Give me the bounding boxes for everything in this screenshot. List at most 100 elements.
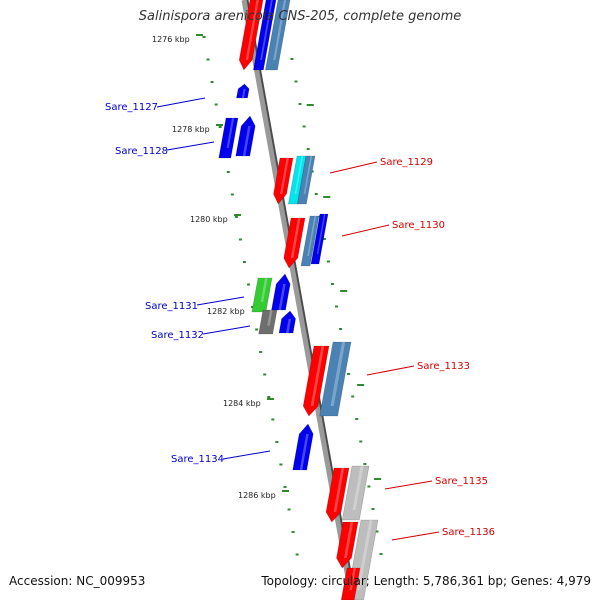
minor-tick-left bbox=[287, 508, 291, 511]
minor-tick-right bbox=[314, 193, 318, 195]
gene-arrow bbox=[340, 567, 361, 600]
gene-label[interactable]: Sare_1136 bbox=[442, 527, 495, 538]
gene-arrow bbox=[218, 117, 239, 159]
minor-tick-left bbox=[267, 396, 271, 398]
gene-arrow bbox=[238, 0, 264, 71]
position-label: 1284 kbp bbox=[223, 399, 261, 408]
minor-tick-right bbox=[351, 395, 355, 398]
minor-tick-left bbox=[255, 328, 259, 331]
minor-tick-right bbox=[367, 485, 371, 488]
minor-tick-left bbox=[271, 418, 275, 421]
minor-tick-right bbox=[302, 125, 306, 128]
major-tick-right bbox=[340, 290, 348, 292]
position-label: 1278 kbp bbox=[172, 125, 210, 134]
gene-leader-line bbox=[202, 325, 251, 335]
gene-arrow bbox=[251, 277, 273, 313]
gene-arrow bbox=[265, 0, 291, 71]
gene-label[interactable]: Sare_1132 bbox=[151, 330, 204, 341]
gene-arrow bbox=[336, 521, 359, 569]
gene-arrow bbox=[236, 83, 250, 99]
minor-tick-left bbox=[226, 171, 230, 173]
gene-label[interactable]: Sare_1130 bbox=[392, 220, 445, 231]
minor-tick-right bbox=[334, 305, 338, 308]
minor-tick-left bbox=[295, 553, 299, 556]
minor-tick-right bbox=[322, 238, 326, 240]
gene-leader-line bbox=[222, 450, 271, 460]
gene-label[interactable]: Sare_1131 bbox=[145, 301, 198, 312]
gene-arrow bbox=[235, 115, 256, 157]
major-tick-left bbox=[267, 398, 274, 400]
minor-tick-left bbox=[210, 81, 214, 83]
gene-leader-line bbox=[166, 141, 215, 151]
gene-arrow bbox=[319, 341, 352, 417]
gene-leader-line bbox=[329, 161, 378, 174]
major-tick-left bbox=[234, 214, 241, 216]
minor-tick-left bbox=[242, 261, 246, 263]
major-tick-left bbox=[216, 124, 223, 126]
genome-summary-text: Topology: circular; Length: 5,786,361 bp… bbox=[261, 574, 591, 588]
major-tick-right bbox=[306, 104, 314, 106]
major-tick-left bbox=[196, 34, 203, 36]
minor-tick-left bbox=[214, 103, 218, 106]
minor-tick-left bbox=[275, 441, 279, 443]
label-layer: Sare_1127 Sare_1128 Sare_1129 Sare_1130 Sare… bbox=[105, 97, 495, 541]
minor-tick-left bbox=[206, 58, 210, 61]
position-label: 1286 kbp bbox=[238, 491, 276, 500]
map-title: Salinispora arenicola CNS-205, complete … bbox=[138, 9, 462, 24]
major-tick-right bbox=[374, 478, 382, 480]
gene-arrow bbox=[302, 345, 330, 417]
gene-layer bbox=[218, 0, 379, 600]
minor-tick-right bbox=[371, 508, 375, 510]
minor-tick-left bbox=[218, 126, 222, 128]
gene-arrow bbox=[283, 217, 306, 269]
gene-leader-line bbox=[156, 97, 206, 108]
minor-tick-right bbox=[375, 530, 379, 533]
gene-leader-line bbox=[391, 531, 440, 541]
position-label: 1282 kbp bbox=[207, 307, 245, 316]
gene-label[interactable]: Sare_1127 bbox=[105, 102, 158, 113]
minor-tick-left bbox=[263, 373, 267, 376]
gene-label[interactable]: Sare_1128 bbox=[115, 146, 168, 157]
gene-arrow bbox=[271, 273, 291, 311]
minor-tick-left bbox=[202, 36, 206, 38]
minor-tick-right bbox=[347, 373, 351, 375]
gene-label[interactable]: Sare_1134 bbox=[171, 454, 224, 465]
minor-tick-right bbox=[294, 80, 298, 83]
minor-tick-left bbox=[247, 283, 251, 286]
gene-label[interactable]: Sare_1135 bbox=[435, 476, 488, 487]
minor-tick-left bbox=[238, 238, 242, 241]
major-tick-left bbox=[282, 490, 289, 492]
gene-arrow bbox=[341, 465, 370, 521]
minor-tick-left bbox=[283, 486, 287, 488]
gene-arrow bbox=[325, 467, 350, 523]
minor-tick-right bbox=[355, 418, 359, 420]
gene-arrow bbox=[273, 157, 294, 205]
gene-leader-line bbox=[196, 296, 245, 306]
minor-tick-right bbox=[363, 463, 367, 465]
minor-tick-right bbox=[379, 553, 383, 555]
gene-arrow bbox=[278, 310, 296, 334]
minor-tick-left bbox=[234, 216, 238, 218]
gene-label[interactable]: Sare_1133 bbox=[417, 361, 470, 372]
minor-tick-right bbox=[339, 328, 343, 330]
gene-leader-line bbox=[341, 224, 390, 237]
gene-leader-line bbox=[366, 365, 415, 376]
position-label: 1280 kbp bbox=[190, 215, 228, 224]
minor-tick-right bbox=[330, 283, 334, 285]
gene-arrow bbox=[258, 309, 278, 335]
position-label: 1276 kbp bbox=[152, 35, 190, 44]
gene-arrow bbox=[292, 423, 314, 471]
minor-tick-right bbox=[359, 440, 363, 443]
gene-leader-line bbox=[384, 480, 433, 490]
gene-arrow bbox=[253, 0, 277, 71]
gene-arrow bbox=[300, 215, 320, 267]
minor-tick-right bbox=[290, 58, 294, 60]
gene-label[interactable]: Sare_1129 bbox=[380, 157, 433, 168]
minor-tick-right bbox=[298, 103, 302, 105]
minor-tick-left bbox=[259, 351, 263, 353]
minor-tick-left bbox=[279, 463, 283, 466]
major-tick-right bbox=[357, 384, 365, 386]
gene-arrow bbox=[297, 155, 316, 205]
